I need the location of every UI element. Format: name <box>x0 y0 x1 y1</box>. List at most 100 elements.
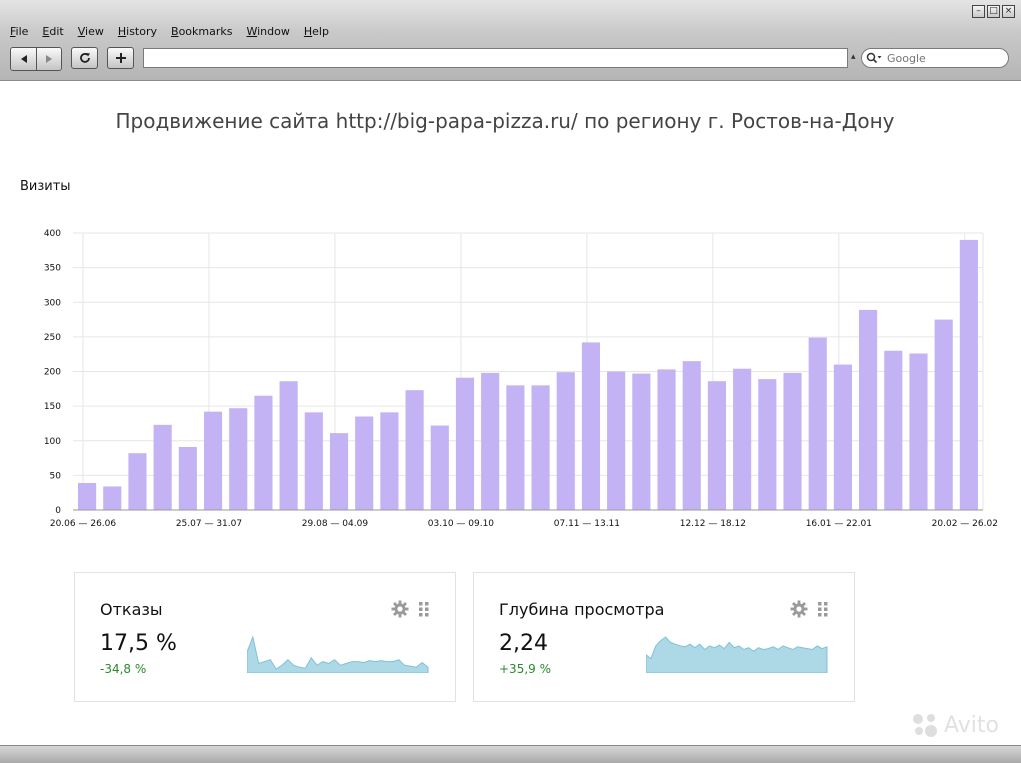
minimize-button[interactable]: – <box>972 5 985 18</box>
page-content: Продвижение сайта http://big-papa-pizza.… <box>0 81 1021 745</box>
back-button[interactable] <box>11 48 36 70</box>
y-tick-label: 300 <box>44 298 61 308</box>
bar <box>884 350 903 510</box>
status-bar <box>0 745 1021 763</box>
menu-item-help[interactable]: Help <box>304 25 329 41</box>
widget-value: 17,5 % <box>100 631 177 656</box>
address-bar-input[interactable] <box>143 48 848 68</box>
menu-mnemonic: B <box>171 25 179 38</box>
bar <box>329 433 349 510</box>
bar <box>733 368 752 510</box>
menu-item-history[interactable]: History <box>118 25 157 41</box>
menu-mnemonic: H <box>117 25 127 38</box>
menu-bar: File Edit View History Bookmarks Window Help <box>10 25 343 41</box>
bar <box>128 453 147 510</box>
menu-mnemonic: E <box>42 25 50 38</box>
bar <box>531 385 550 510</box>
chart-title: Визиты <box>20 179 71 194</box>
search-box[interactable] <box>861 48 1009 68</box>
widget-depth: Глубина просмотра 2,24 +35,9 % <box>473 572 855 702</box>
bar <box>657 369 676 510</box>
bar <box>783 372 802 510</box>
watermark: Avito <box>910 712 999 738</box>
bar <box>607 371 626 510</box>
bar <box>833 364 852 510</box>
bar <box>859 309 878 510</box>
maximize-button[interactable]: □ <box>987 5 1000 18</box>
menu-item-bookmarks[interactable]: Bookmarks <box>171 25 232 41</box>
widget-title: Глубина просмотра <box>499 600 665 619</box>
bar <box>279 381 298 510</box>
address-dropdown-icon[interactable]: ▴ <box>851 52 856 62</box>
bar <box>758 379 777 510</box>
page-title: Продвижение сайта http://big-papa-pizza.… <box>115 109 895 133</box>
gear-icon[interactable] <box>790 600 808 618</box>
add-bookmark-button[interactable] <box>107 47 134 69</box>
back-arrow-icon <box>20 55 27 63</box>
menu-mnemonic: W <box>246 25 258 38</box>
gear-icon[interactable] <box>391 600 409 618</box>
bar <box>78 482 97 510</box>
x-tick-label: 16.01 — 22.01 <box>806 519 872 529</box>
reload-icon <box>79 53 90 63</box>
widget-bounces: Отказы 17,5 % -34,8 % <box>74 572 456 702</box>
x-tick-label: 03.10 — 09.10 <box>428 519 495 529</box>
bar <box>682 361 701 510</box>
widget-delta: -34,8 % <box>100 662 147 676</box>
y-tick-label: 50 <box>50 471 62 481</box>
bar <box>707 381 727 510</box>
watermark-text: Avito <box>944 712 999 738</box>
bar <box>203 411 223 510</box>
forward-arrow-icon <box>46 55 52 63</box>
bar <box>632 373 651 510</box>
x-tick-label: 07.11 — 13.11 <box>554 519 620 529</box>
sparkline-area <box>646 636 828 673</box>
y-tick-label: 400 <box>44 229 61 239</box>
bar <box>355 416 374 510</box>
y-tick-label: 250 <box>44 333 61 343</box>
bar <box>380 412 399 510</box>
widget-delta: +35,9 % <box>499 662 551 676</box>
menu-item-window[interactable]: Window <box>246 25 289 41</box>
menu-label-rest: istory <box>126 25 158 38</box>
menu-mnemonic: H <box>303 25 313 38</box>
forward-button[interactable] <box>36 48 61 70</box>
x-tick-label: 20.06 — 26.06 <box>50 519 117 529</box>
bar <box>153 424 172 510</box>
y-tick-label: 100 <box>44 437 61 447</box>
y-tick-label: 200 <box>44 368 61 378</box>
widget-value: 2,24 <box>499 631 548 656</box>
y-tick-label: 150 <box>44 402 61 412</box>
menu-label-rest: iew <box>85 25 104 38</box>
drag-handle-icon[interactable] <box>419 602 429 617</box>
bar <box>430 425 449 510</box>
bar <box>934 319 953 510</box>
menu-item-edit[interactable]: Edit <box>42 25 63 41</box>
close-button[interactable]: × <box>1002 5 1015 18</box>
menu-mnemonic: F <box>10 25 16 38</box>
sparkline <box>646 636 828 673</box>
sparkline-area <box>247 635 429 673</box>
search-input[interactable] <box>885 50 999 66</box>
browser-chrome: File Edit View History Bookmarks Window Help –… <box>0 0 1021 81</box>
x-tick-label: 12.12 — 18.12 <box>680 519 746 529</box>
window-controls: – □ × <box>972 5 1015 18</box>
bar <box>808 337 827 510</box>
menu-mnemonic: V <box>77 25 86 38</box>
x-tick-label: 29.08 — 04.09 <box>302 519 369 529</box>
menu-item-view[interactable]: View <box>78 25 104 41</box>
bar <box>959 239 978 511</box>
reload-button[interactable] <box>71 47 98 69</box>
menu-label-rest: indow <box>257 25 290 38</box>
bar <box>455 377 475 510</box>
menu-item-file[interactable]: File <box>10 25 28 41</box>
drag-handle-icon[interactable] <box>818 602 828 617</box>
bar <box>909 353 928 510</box>
y-tick-label: 0 <box>55 506 61 516</box>
plus-icon <box>115 53 126 63</box>
x-tick-label: 20.02 — 26.02 <box>932 519 998 529</box>
visits-bar-chart: 0 50 100 150 200 250 300 350 400 20.06 — 26.06 25.… <box>44 229 998 529</box>
bar <box>556 372 575 510</box>
search-icon[interactable] <box>866 52 882 64</box>
